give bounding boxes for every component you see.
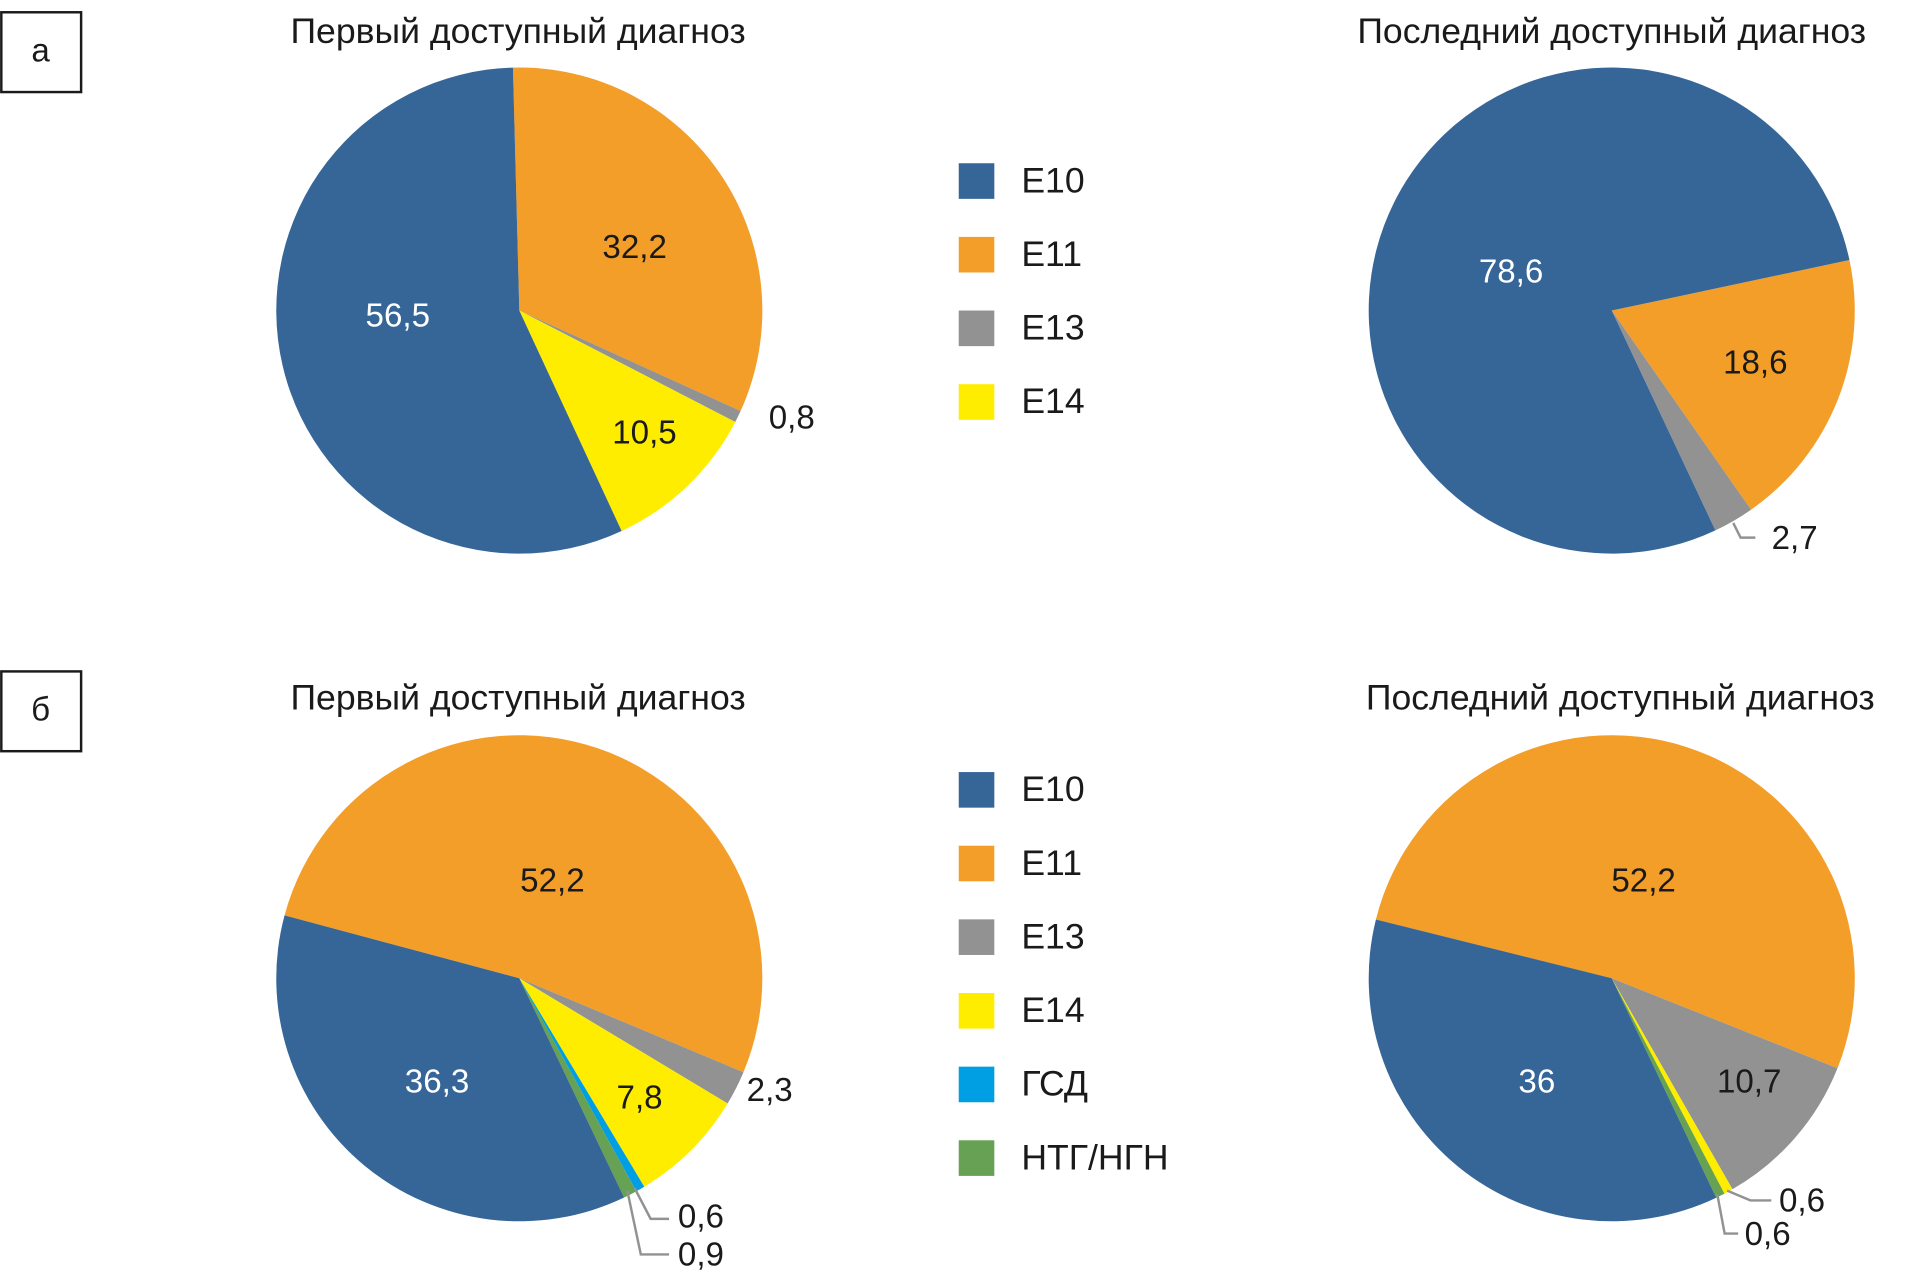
data-label: 2,3 (747, 1072, 793, 1109)
pie-slice-E10 (276, 915, 625, 1222)
legend-label: E13 (1021, 916, 1084, 956)
legend-swatch (958, 310, 995, 347)
pie-chart-3: 52,2 2,3 7,8 0,60,9 36,3 (276, 735, 793, 1274)
legend-item: ГСД (958, 1064, 1088, 1104)
legend-label: E13 (1021, 308, 1084, 348)
leader-line (626, 1190, 670, 1256)
legend-swatch (958, 1066, 995, 1103)
legend-label: E11 (1021, 234, 1082, 274)
panel-b-label: б (31, 692, 50, 729)
legend-swatch (958, 993, 995, 1029)
legend-label: E10 (1021, 160, 1084, 200)
legend-item: НТГ/НГН (958, 1137, 1169, 1177)
legend-swatch (958, 384, 995, 420)
pie-chart-4: 52,2 10,7 0,60,6 36 (1368, 735, 1855, 1253)
pie-chart-1: 32,2 0,8 10,5 56,5 (276, 67, 815, 554)
legend-item: E13 (958, 916, 1085, 956)
data-label: 10,7 (1717, 1064, 1781, 1101)
data-label: 78,6 (1479, 253, 1543, 290)
data-label: 32,2 (602, 229, 666, 266)
pie-slice-E14 (519, 310, 736, 531)
pie-slice-ГСД (519, 978, 645, 1192)
data-label: 2,7 (1772, 520, 1818, 557)
leader-line (1726, 1189, 1772, 1202)
data-label: 0,6 (1745, 1216, 1791, 1253)
legend-label: ГСД (1021, 1064, 1088, 1104)
data-label: 36 (1518, 1064, 1555, 1101)
data-label: 0,9 (678, 1237, 724, 1274)
pie-slice-E10 (276, 67, 622, 554)
legend-item: E10 (958, 160, 1085, 200)
data-label: 10,5 (612, 414, 676, 451)
chart-3-title: Первый доступный диагноз (290, 677, 745, 717)
legend-label: E11 (1021, 843, 1082, 883)
legend-item: E10 (958, 769, 1085, 809)
pie-slice-E14 (519, 978, 728, 1187)
chart-2-title: Последний доступный диагноз (1357, 11, 1866, 51)
legend-label: НТГ/НГН (1021, 1137, 1168, 1177)
legend-label: E14 (1021, 381, 1084, 421)
legend-swatch (958, 919, 995, 955)
legend-item: E11 (958, 234, 1082, 274)
pie-slice-E10 (1368, 919, 1717, 1222)
legend-panel-2: E10 E11 E13 E14 ГСД НТГ/НГН (958, 769, 1169, 1177)
data-label: 18,6 (1723, 344, 1787, 381)
leader-line (633, 1187, 670, 1221)
data-label: 0,6 (678, 1199, 724, 1236)
legend-item: E14 (958, 381, 1085, 421)
panel-a-label: а (31, 33, 50, 70)
panel-a-marker: а (0, 11, 83, 94)
chart-1-title: Первый доступный диагноз (290, 11, 745, 51)
chart-4-title: Последний доступный диагноз (1366, 677, 1875, 717)
pie-slice-E11 (512, 67, 763, 412)
legend-item: E13 (958, 308, 1085, 348)
legend-swatch (958, 163, 995, 199)
pie-slice-НТГ/НГН (1611, 978, 1725, 1198)
data-label: 52,2 (1611, 862, 1675, 899)
data-label: 7,8 (617, 1080, 663, 1117)
leader-line (1716, 1194, 1739, 1235)
pie-slice-E13 (1611, 310, 1752, 531)
panel-b-marker: б (0, 670, 83, 753)
pie-chart-2: 18,6 2,7 78,6 (1368, 67, 1855, 557)
data-label: 56,5 (366, 298, 430, 335)
pie-slice-E13 (519, 310, 741, 423)
pie-slice-E13 (1611, 978, 1838, 1190)
data-label: 0,6 (1779, 1183, 1825, 1220)
data-label: 0,8 (769, 400, 815, 437)
pie-slice-E11 (1375, 735, 1855, 1069)
pie-slice-НТГ/НГН (519, 978, 637, 1198)
pie-slice-E10 (1368, 67, 1850, 554)
legend-label: E14 (1021, 990, 1084, 1030)
leader-line (1732, 522, 1756, 539)
legend-swatch (958, 845, 995, 882)
data-label: 52,2 (520, 862, 584, 899)
legend-swatch (958, 1140, 995, 1176)
pie-slice-E14 (1611, 978, 1733, 1194)
legend-swatch (958, 772, 995, 808)
pie-slice-E13 (519, 978, 744, 1104)
legend-label: E10 (1021, 769, 1084, 809)
pie-slice-E11 (1611, 260, 1855, 510)
pie-slice-E11 (284, 735, 763, 1073)
legend-item: E11 (958, 843, 1082, 883)
data-label: 36,3 (405, 1064, 469, 1101)
legend-panel-1: E10 E11 E13 E14 (958, 160, 1085, 421)
legend-item: E14 (958, 990, 1085, 1030)
legend-swatch (958, 236, 995, 273)
